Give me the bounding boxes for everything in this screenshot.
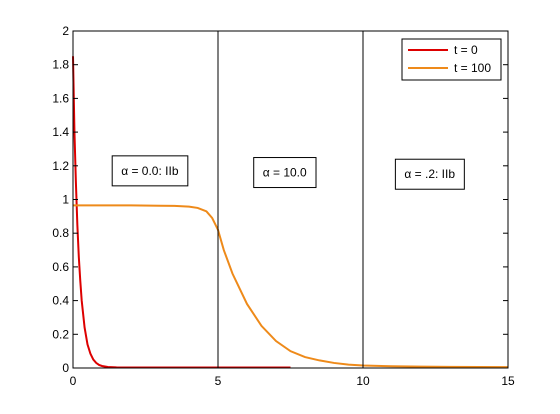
series-line-1 [73, 204, 509, 369]
y-tick-label: 1.6 [52, 91, 69, 105]
series-layer [72, 56, 509, 369]
region-label-1: α = 10.0 [253, 157, 317, 189]
region-label-text: α = 10.0 [263, 166, 307, 180]
x-tick-label: 0 [70, 374, 77, 388]
region-label-box [111, 155, 189, 187]
region-label-text: α = 0.0: IIb [121, 164, 179, 178]
x-tick-label: 5 [215, 374, 222, 388]
y-tick-label: 1 [62, 193, 69, 207]
plot-area [73, 31, 508, 368]
x-tick-label: 15 [501, 374, 515, 388]
y-tick-label: 1.2 [52, 159, 69, 173]
y-tick-label: 0.4 [52, 294, 69, 308]
series-line-0 [72, 56, 291, 369]
y-tick-label: 0 [62, 361, 69, 375]
legend-box [401, 38, 502, 81]
legend: t = 0 t = 100 [401, 38, 502, 81]
y-tick-label: 0.2 [52, 327, 69, 341]
legend-label-t0: t = 0 [454, 43, 478, 57]
y-tick-label: 2 [62, 24, 69, 38]
x-tick-label: 10 [356, 374, 370, 388]
y-tick-label: 0.6 [52, 260, 69, 274]
y-tick-label: 0.8 [52, 226, 69, 240]
legend-label-t100: t = 100 [454, 61, 491, 75]
y-tick-label: 1.8 [52, 58, 69, 72]
region-divider-lines [217, 31, 364, 368]
region-label-box [253, 157, 317, 189]
region-label-2: α = .2: IIb [394, 158, 465, 190]
region-label-text: α = .2: IIb [404, 167, 455, 181]
y-tick-label: 1.4 [52, 125, 69, 139]
region-label-0: α = 0.0: IIb [111, 155, 189, 187]
region-label-boxes: α = 0.0: IIb α = 10.0 α = .2: IIb [111, 155, 465, 190]
region-label-box [394, 158, 465, 190]
axis-ticks: 0 5 10 15 0 0.2 0.4 0.6 0.8 1 1.2 1.4 1.6 1.8 2 [52, 24, 515, 388]
